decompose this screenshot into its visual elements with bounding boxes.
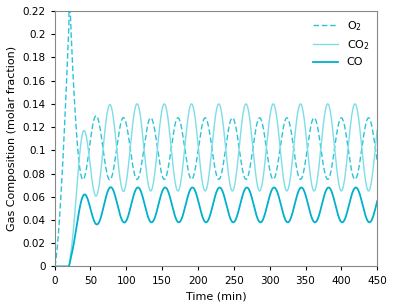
CO$_2$: [249, 137, 254, 140]
CO: [139, 189, 143, 193]
CO: [52, 265, 57, 268]
Line: O$_2$: O$_2$: [55, 0, 377, 266]
O$_2$: [71, 75, 76, 79]
CO$_2$: [375, 128, 379, 132]
CO: [108, 185, 113, 189]
CO: [370, 218, 374, 221]
CO: [307, 207, 312, 211]
O$_2$: [375, 159, 379, 163]
Legend: O$_2$, CO$_2$, CO: O$_2$, CO$_2$, CO: [309, 14, 374, 72]
CO$_2$: [307, 164, 312, 168]
O$_2$: [370, 124, 374, 128]
CO$_2$: [135, 102, 139, 106]
CO$_2$: [52, 265, 57, 268]
O$_2$: [254, 123, 259, 127]
O$_2$: [307, 133, 312, 137]
X-axis label: Time (min): Time (min): [186, 291, 246, 301]
CO: [71, 245, 76, 249]
CO: [375, 199, 379, 203]
CO$_2$: [139, 118, 143, 122]
CO: [254, 214, 259, 218]
CO$_2$: [71, 231, 76, 235]
Line: CO$_2$: CO$_2$: [55, 104, 377, 266]
O$_2$: [249, 153, 254, 156]
CO: [249, 196, 254, 200]
Line: CO: CO: [55, 187, 377, 266]
CO$_2$: [254, 180, 259, 183]
O$_2$: [139, 166, 143, 170]
O$_2$: [52, 265, 57, 268]
Y-axis label: Gas Composition (molar fraction): Gas Composition (molar fraction): [7, 46, 17, 231]
CO$_2$: [370, 177, 374, 181]
